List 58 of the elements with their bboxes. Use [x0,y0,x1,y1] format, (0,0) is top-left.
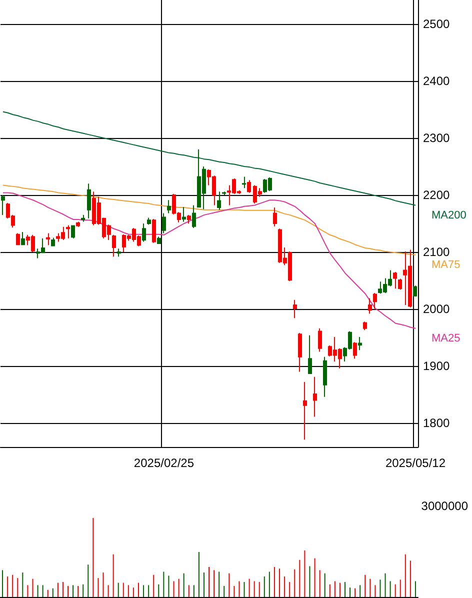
candlestick [117,248,121,258]
line-series [2,192,416,329]
candlestick [303,382,307,440]
candlestick [46,232,50,246]
y-tick-label: 2000 [423,302,450,316]
candlestick [76,221,80,228]
candlestick [66,224,70,239]
series-label: MA25 [431,332,460,344]
candlestick [358,336,362,351]
candlestick [152,218,156,244]
series-label: MA200 [431,209,466,222]
candlestick [363,321,367,331]
candlestick [373,292,377,309]
y-tick-label: 2300 [423,130,450,145]
candlestick [298,332,302,372]
line-series [2,111,416,206]
x-tick-label: 2025/02/25 [134,456,194,470]
candlestick [167,200,171,214]
candlestick [21,232,25,246]
candlestick [413,285,417,297]
candlestick [353,342,357,360]
x-tick-label: 2025/05/12 [385,456,446,470]
candlestick [313,376,317,418]
series-label: MA75 [431,258,460,271]
candlestick [1,194,5,216]
candlestick [147,217,151,226]
candlestick [242,176,246,189]
y-tick-label: 1800 [423,416,450,430]
candlestick [51,237,55,247]
candlestick [273,207,277,227]
candlestick [192,204,196,229]
candlestick [71,224,75,239]
y-tick-label: 2500 [423,16,450,31]
candlestick [187,214,191,224]
candlestick [87,183,91,219]
y-tick-label: 2200 [423,188,450,202]
candlestick [323,356,327,398]
candlestick [182,206,186,222]
candlestick [318,328,322,352]
candlestick [222,191,226,196]
candlestick [308,334,312,374]
text: 3000000 [421,499,468,513]
y-tick-label: 1900 [423,359,450,374]
candlestick [217,191,221,210]
candlestick [157,236,161,245]
candlestick [398,278,402,290]
candlestick [247,180,251,194]
candlestick [162,212,166,234]
y-tick-label: 2400 [423,74,450,88]
candlestick [293,299,297,319]
line-series [2,184,416,256]
candlestick [142,223,146,242]
candlestick [112,234,116,258]
candlestick [393,271,397,289]
candlestick [368,298,372,314]
candlestick [81,214,85,222]
y-tick-label: 2100 [423,245,450,260]
candlestick [16,232,20,246]
